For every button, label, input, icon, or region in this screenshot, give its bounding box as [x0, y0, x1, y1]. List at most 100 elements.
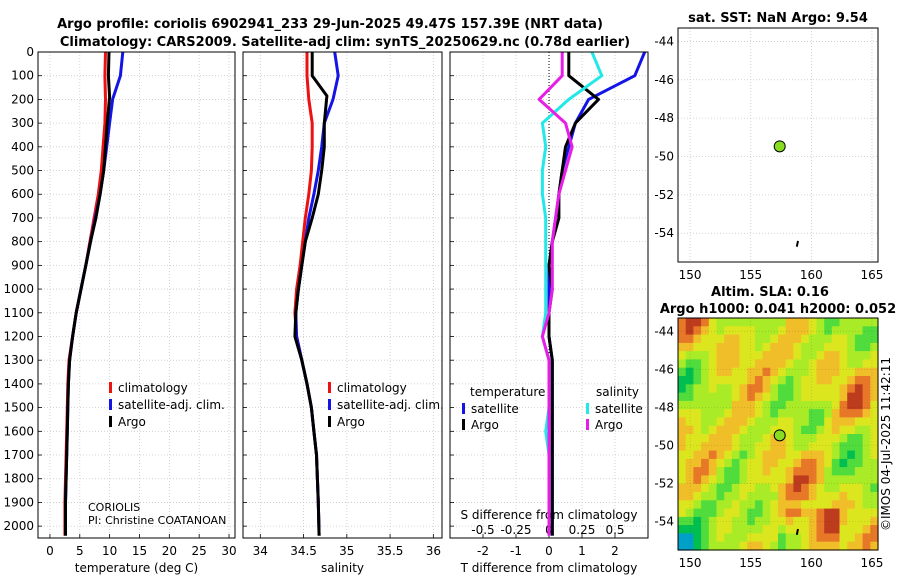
heat-cell — [685, 533, 694, 543]
heat-cell — [785, 467, 794, 476]
x-tick-label: 34.5 — [290, 544, 317, 558]
heat-cell — [754, 516, 764, 526]
heat-cell — [731, 409, 741, 418]
heat-cell — [762, 384, 771, 394]
heat-cell — [862, 342, 871, 352]
heat-cell — [762, 516, 771, 526]
s-tick-label: -0.5 — [471, 523, 494, 537]
heat-cell — [678, 318, 687, 327]
heat-cell — [785, 450, 794, 460]
heat-cell — [824, 318, 833, 327]
x-tick-label: 20 — [162, 544, 177, 558]
heat-cell — [801, 417, 810, 427]
heat-cell — [847, 533, 856, 543]
legend-label: Argo — [471, 418, 499, 432]
heat-cell — [770, 376, 779, 385]
heat-cell — [808, 442, 818, 452]
heat-cell — [831, 467, 841, 476]
heat-cell — [708, 525, 718, 534]
heat-cell — [824, 475, 833, 485]
heat-cell — [739, 409, 748, 418]
heat-cell — [747, 516, 756, 526]
heat-cell — [731, 392, 741, 402]
legend-swatch — [586, 403, 589, 414]
heat-cell — [854, 467, 864, 476]
heat-cell — [801, 533, 810, 543]
heat-cell — [731, 334, 741, 344]
heat-cell — [747, 467, 756, 476]
heat-cell — [701, 483, 710, 493]
heat-cell — [678, 450, 687, 460]
heat-cell — [854, 400, 864, 410]
heat-cell — [747, 525, 756, 534]
heat-cell — [801, 434, 810, 443]
heat-cell — [808, 400, 818, 410]
heat-cell — [824, 525, 833, 534]
heat-cell — [785, 458, 794, 468]
x-axis-label: salinity — [321, 561, 364, 575]
heat-cell — [839, 533, 848, 543]
heat-cell — [816, 541, 825, 551]
heat-cell — [731, 384, 741, 394]
salinity-panel: 34 34.5 35 35.5 36 salinity climatology satelli… — [242, 51, 444, 575]
heat-cell — [808, 525, 818, 534]
heat-cell — [693, 541, 702, 551]
heat-cell — [693, 425, 702, 435]
heat-cell — [739, 425, 748, 435]
heat-cell — [708, 367, 718, 377]
heat-cell — [847, 442, 856, 452]
legend-swatch — [109, 416, 112, 427]
heat-cell — [693, 508, 702, 518]
heat-cell — [862, 384, 871, 394]
heat-cell — [739, 351, 748, 360]
heat-cell — [870, 533, 879, 543]
heat-cell — [747, 400, 756, 410]
heat-cell — [708, 425, 718, 435]
heat-cell — [731, 342, 741, 352]
heat-cell — [785, 475, 794, 485]
heat-cell — [693, 434, 702, 443]
heat-cell — [870, 334, 879, 344]
heat-cell — [847, 400, 856, 410]
x-tick-label: 155 — [739, 268, 762, 282]
heat-cell — [747, 376, 756, 385]
heat-cell — [778, 326, 787, 336]
heat-cell — [724, 400, 733, 410]
heat-cell — [793, 508, 802, 518]
heat-cell — [739, 483, 748, 493]
heat-cell — [816, 367, 825, 377]
heat-cell — [754, 417, 764, 427]
heat-cell — [685, 458, 694, 468]
heat-cell — [693, 475, 702, 485]
heat-cell — [816, 467, 825, 476]
y-tick-label: 300 — [11, 116, 34, 130]
heat-cell — [801, 508, 810, 518]
heat-cell — [739, 318, 748, 327]
heat-cell — [770, 475, 779, 485]
heat-cell — [778, 500, 787, 510]
heat-cell — [801, 458, 810, 468]
y-tick-label: -48 — [654, 400, 674, 414]
y-tick-label: -48 — [654, 111, 674, 125]
x-tick-label: 165 — [860, 556, 883, 570]
heat-cell — [716, 467, 725, 476]
heat-cell — [724, 483, 733, 493]
heat-cell — [708, 450, 718, 460]
heat-cell — [785, 516, 794, 526]
heat-cell — [847, 326, 856, 336]
heat-cell — [685, 351, 694, 360]
heat-cell — [716, 384, 725, 394]
heat-cell — [754, 458, 764, 468]
heat-cell — [808, 384, 818, 394]
heat-cell — [685, 367, 694, 377]
heat-cell — [870, 525, 879, 534]
heat-cell — [870, 516, 879, 526]
heat-cell — [808, 500, 818, 510]
heat-cell — [685, 384, 694, 394]
heat-cell — [716, 425, 725, 435]
heat-cell — [739, 450, 748, 460]
heat-cell — [693, 342, 702, 352]
x-tick-label: 1 — [578, 544, 586, 558]
heat-cell — [808, 326, 818, 336]
